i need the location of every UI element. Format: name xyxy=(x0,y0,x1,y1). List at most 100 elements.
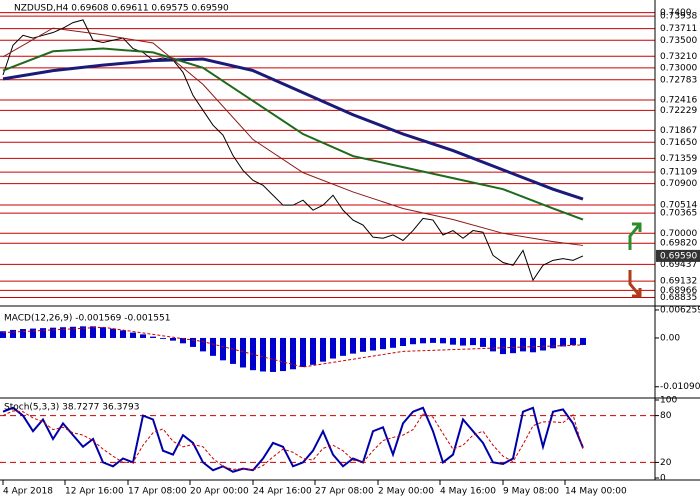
x-tick-label: 4 Apr 2018 xyxy=(3,487,53,497)
bar xyxy=(520,337,526,352)
x-tick-label: 2 May 00:00 xyxy=(378,487,434,497)
y-tick-label: 80 xyxy=(660,411,672,421)
last-price-label: 0.69590 xyxy=(660,251,697,261)
bar xyxy=(360,337,366,352)
bar xyxy=(370,337,376,351)
x-tick-label: 20 Apr 00:00 xyxy=(190,487,249,497)
y-tick-label: 0.73210 xyxy=(660,52,697,62)
series-line xyxy=(2,19,584,282)
bar xyxy=(390,337,396,348)
y-tick-label: 0.006259 xyxy=(660,305,700,315)
bar xyxy=(20,329,26,338)
y-tick-label: 0.69437 xyxy=(660,260,697,270)
bar xyxy=(490,337,496,352)
bar xyxy=(200,337,206,352)
bar xyxy=(240,337,246,368)
bar xyxy=(0,331,6,338)
y-tick-label: 0.71650 xyxy=(660,138,697,148)
bar xyxy=(580,337,586,345)
y-tick-label: 0.71359 xyxy=(660,154,697,164)
y-tick-label: 0.70514 xyxy=(660,200,697,210)
chart-title: NZDUSD,H4 0.69608 0.69611 0.69575 0.6959… xyxy=(14,4,229,14)
y-tick-label: 0.69820 xyxy=(660,239,697,249)
bar xyxy=(30,328,36,338)
signal-line xyxy=(2,326,584,368)
y-tick-label: 100 xyxy=(660,396,677,406)
x-tick-label: 17 Apr 08:00 xyxy=(128,487,187,497)
bar xyxy=(440,337,446,344)
bar xyxy=(430,337,436,343)
bar xyxy=(290,337,296,370)
x-tick-label: 14 May 00:00 xyxy=(565,487,627,497)
bar xyxy=(190,337,196,347)
bar xyxy=(210,337,216,356)
bar xyxy=(230,337,236,364)
x-tick-label: 9 May 08:00 xyxy=(503,487,559,497)
y-tick-label: 0.73500 xyxy=(660,36,697,46)
bar xyxy=(170,337,176,341)
bar xyxy=(60,327,66,338)
bar xyxy=(460,337,466,346)
series-line xyxy=(2,27,584,246)
x-tick-label: 24 Apr 16:00 xyxy=(253,487,312,497)
bar xyxy=(10,329,16,338)
y-tick-label: 0.73000 xyxy=(660,63,697,73)
y-tick-label: 0.72416 xyxy=(660,96,697,106)
y-tick-label: 0.72783 xyxy=(660,75,697,85)
y-tick-label: 0.70900 xyxy=(660,179,697,189)
bar xyxy=(80,326,86,338)
y-tick-label: 0.73938 xyxy=(660,12,697,22)
bar xyxy=(120,330,126,338)
last-price-box xyxy=(656,249,700,262)
bar xyxy=(530,337,536,353)
bar xyxy=(330,337,336,359)
y-tick-label: 0.71109 xyxy=(660,168,697,178)
bar xyxy=(150,336,156,338)
y-tick-label: 0.70000 xyxy=(660,229,697,239)
bar xyxy=(410,337,416,345)
bar xyxy=(220,337,226,361)
bar xyxy=(400,337,406,347)
bar xyxy=(450,337,456,345)
bar xyxy=(570,337,576,346)
bar xyxy=(380,337,386,350)
indicator-label: Stoch(5,3,3) 38.7277 36.3793 xyxy=(4,403,139,413)
bar xyxy=(260,337,266,372)
y-tick-label: 20 xyxy=(660,458,672,468)
bar xyxy=(180,337,186,344)
bar xyxy=(340,337,346,356)
bar xyxy=(500,337,506,355)
plot xyxy=(0,12,659,479)
y-tick-label: 0.70365 xyxy=(660,209,697,219)
y-tick-label: 0.71867 xyxy=(660,126,697,136)
y-tick-label: 0.73711 xyxy=(660,24,697,34)
bar xyxy=(560,337,566,347)
bar xyxy=(130,332,136,338)
bar xyxy=(140,334,146,338)
bar xyxy=(470,337,476,346)
bar xyxy=(540,337,546,351)
signal-line xyxy=(2,410,584,471)
y-tick-label: 0.00 xyxy=(660,333,680,343)
y-tick-label: 0.69132 xyxy=(660,277,697,287)
series-line xyxy=(2,406,584,473)
bar xyxy=(300,337,306,368)
up-arrow xyxy=(628,222,642,250)
y-tick-label: -0.010906 xyxy=(660,382,700,392)
bar xyxy=(480,337,486,347)
series-line xyxy=(2,47,584,221)
x-tick-label: 27 Apr 08:00 xyxy=(315,487,374,497)
bar xyxy=(510,337,516,354)
down-arrow xyxy=(628,270,642,298)
bar xyxy=(420,337,426,344)
indicator-label: MACD(12,26,9) -0.001569 -0.001551 xyxy=(4,314,170,324)
bar xyxy=(40,328,46,338)
x-tick-label: 12 Apr 16:00 xyxy=(65,487,124,497)
bar xyxy=(70,326,76,338)
y-tick-label: 0.7400 xyxy=(660,8,692,18)
x-tick-label: 4 May 16:00 xyxy=(440,487,496,497)
bar xyxy=(350,337,356,354)
